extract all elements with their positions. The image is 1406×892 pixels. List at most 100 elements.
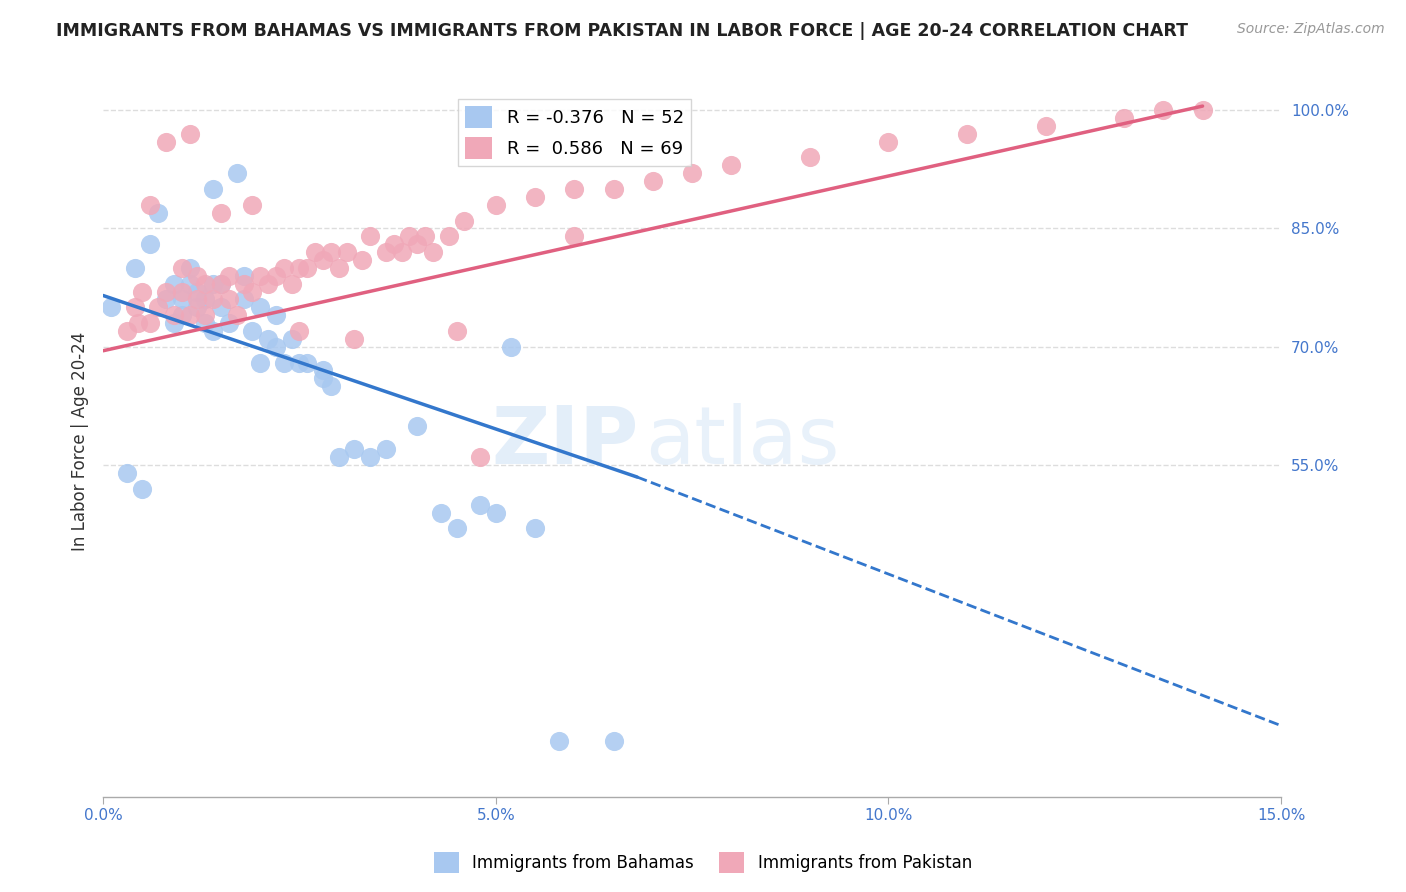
Point bbox=[359, 450, 381, 465]
Point bbox=[264, 308, 287, 322]
Point bbox=[194, 277, 217, 291]
Point bbox=[562, 229, 585, 244]
Point bbox=[115, 324, 138, 338]
Point bbox=[485, 198, 508, 212]
Point bbox=[202, 182, 225, 196]
Point bbox=[163, 277, 186, 291]
Point bbox=[304, 245, 326, 260]
Point bbox=[233, 268, 256, 283]
Point bbox=[194, 316, 217, 330]
Point bbox=[218, 293, 240, 307]
Point bbox=[240, 198, 263, 212]
Point bbox=[1035, 119, 1057, 133]
Point bbox=[280, 277, 302, 291]
Point bbox=[319, 245, 342, 260]
Y-axis label: In Labor Force | Age 20-24: In Labor Force | Age 20-24 bbox=[72, 332, 89, 551]
Point bbox=[273, 355, 295, 369]
Point bbox=[297, 355, 319, 369]
Point bbox=[127, 316, 149, 330]
Point bbox=[249, 355, 271, 369]
Point bbox=[280, 332, 302, 346]
Point bbox=[720, 158, 742, 172]
Point bbox=[146, 301, 169, 315]
Point bbox=[170, 285, 193, 299]
Legend: R = -0.376   N = 52, R =  0.586   N = 69: R = -0.376 N = 52, R = 0.586 N = 69 bbox=[458, 99, 690, 167]
Point bbox=[312, 371, 335, 385]
Point bbox=[202, 277, 225, 291]
Point bbox=[209, 301, 232, 315]
Point bbox=[413, 229, 436, 244]
Point bbox=[468, 450, 491, 465]
Point bbox=[288, 260, 311, 275]
Point bbox=[218, 316, 240, 330]
Text: IMMIGRANTS FROM BAHAMAS VS IMMIGRANTS FROM PAKISTAN IN LABOR FORCE | AGE 20-24 C: IMMIGRANTS FROM BAHAMAS VS IMMIGRANTS FR… bbox=[56, 22, 1188, 40]
Point bbox=[257, 332, 280, 346]
Point bbox=[328, 450, 350, 465]
Point bbox=[406, 237, 429, 252]
Point bbox=[170, 293, 193, 307]
Point bbox=[1191, 103, 1213, 117]
Point bbox=[155, 285, 177, 299]
Point bbox=[956, 127, 979, 141]
Point bbox=[179, 308, 201, 322]
Point bbox=[124, 301, 146, 315]
Text: Source: ZipAtlas.com: Source: ZipAtlas.com bbox=[1237, 22, 1385, 37]
Point bbox=[288, 355, 311, 369]
Point bbox=[391, 245, 413, 260]
Point bbox=[179, 277, 201, 291]
Point bbox=[312, 363, 335, 377]
Point bbox=[186, 301, 208, 315]
Point bbox=[139, 316, 162, 330]
Point bbox=[437, 229, 460, 244]
Point bbox=[233, 277, 256, 291]
Point bbox=[446, 324, 468, 338]
Point bbox=[547, 734, 569, 748]
Point bbox=[240, 324, 263, 338]
Point bbox=[374, 442, 396, 457]
Point bbox=[288, 324, 311, 338]
Point bbox=[202, 324, 225, 338]
Point bbox=[179, 260, 201, 275]
Point bbox=[179, 127, 201, 141]
Point bbox=[257, 277, 280, 291]
Text: ZIP: ZIP bbox=[492, 402, 640, 481]
Point bbox=[115, 466, 138, 480]
Point bbox=[170, 260, 193, 275]
Point bbox=[382, 237, 405, 252]
Point bbox=[343, 332, 366, 346]
Point bbox=[155, 135, 177, 149]
Point bbox=[218, 268, 240, 283]
Point bbox=[124, 260, 146, 275]
Point bbox=[562, 182, 585, 196]
Point bbox=[374, 245, 396, 260]
Point bbox=[1112, 111, 1135, 125]
Point bbox=[352, 252, 374, 267]
Point bbox=[249, 268, 271, 283]
Point bbox=[186, 268, 208, 283]
Point bbox=[335, 245, 357, 260]
Point bbox=[422, 245, 444, 260]
Point bbox=[524, 521, 547, 535]
Point bbox=[312, 252, 335, 267]
Point bbox=[430, 506, 453, 520]
Point bbox=[877, 135, 900, 149]
Point bbox=[225, 308, 247, 322]
Legend: Immigrants from Bahamas, Immigrants from Pakistan: Immigrants from Bahamas, Immigrants from… bbox=[427, 846, 979, 880]
Point bbox=[406, 418, 429, 433]
Point bbox=[170, 308, 193, 322]
Point bbox=[233, 293, 256, 307]
Point bbox=[186, 285, 208, 299]
Point bbox=[209, 277, 232, 291]
Point bbox=[155, 293, 177, 307]
Point bbox=[264, 340, 287, 354]
Point bbox=[641, 174, 664, 188]
Point bbox=[524, 190, 547, 204]
Point bbox=[100, 301, 122, 315]
Point bbox=[297, 260, 319, 275]
Point bbox=[468, 498, 491, 512]
Point bbox=[343, 442, 366, 457]
Point bbox=[194, 293, 217, 307]
Point bbox=[139, 198, 162, 212]
Point bbox=[681, 166, 703, 180]
Point bbox=[131, 482, 153, 496]
